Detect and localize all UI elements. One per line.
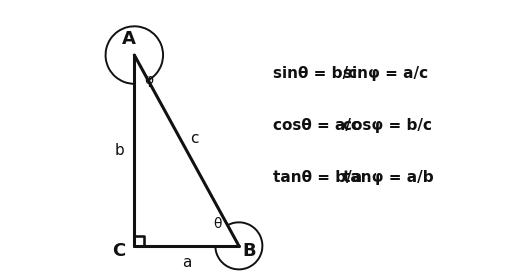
Text: sinθ = b/c: sinθ = b/c (273, 66, 357, 81)
Text: sinφ = a/c: sinφ = a/c (343, 66, 429, 81)
Text: b: b (115, 143, 125, 158)
Text: tanθ = b/a: tanθ = b/a (273, 171, 362, 185)
Text: tanφ = a/b: tanφ = a/b (343, 171, 434, 185)
Text: cosφ = b/c: cosφ = b/c (343, 118, 432, 133)
Text: a: a (182, 255, 191, 270)
Text: B: B (243, 242, 256, 260)
Text: θ: θ (214, 217, 222, 231)
Text: C: C (112, 242, 125, 260)
Text: c: c (190, 131, 199, 146)
Text: φ: φ (144, 73, 153, 87)
Text: A: A (122, 30, 136, 48)
Text: cosθ = a/c: cosθ = a/c (273, 118, 360, 133)
